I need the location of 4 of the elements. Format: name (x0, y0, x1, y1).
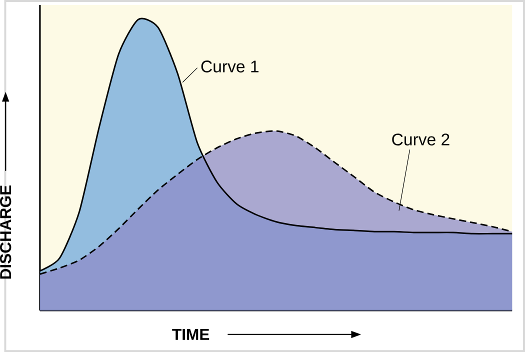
legend-label: Curve 1 (201, 60, 258, 72)
text: Curve 2 (392, 134, 450, 146)
y-axis-title: DISCHARGE (0, 185, 12, 279)
x-axis-title: TIME (172, 328, 210, 340)
